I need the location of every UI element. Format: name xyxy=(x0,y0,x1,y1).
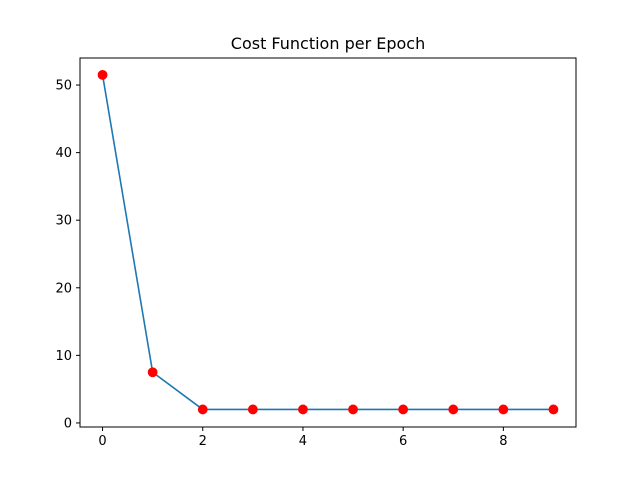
x-tick-label: 2 xyxy=(199,434,207,449)
data-point xyxy=(247,404,258,415)
data-point xyxy=(348,404,358,415)
data-point xyxy=(197,404,208,415)
x-tick-label: 4 xyxy=(299,434,307,449)
y-tick-label: 20 xyxy=(55,281,72,296)
x-tick-label: 6 xyxy=(399,434,407,449)
data-point xyxy=(498,404,509,415)
data-point xyxy=(548,404,559,415)
data-point xyxy=(398,404,409,415)
y-tick-label: 30 xyxy=(55,214,72,229)
data-point xyxy=(298,404,308,415)
y-tick-label: 10 xyxy=(55,349,72,364)
x-tick-label: 0 xyxy=(98,434,106,449)
data-point xyxy=(97,69,108,80)
x-tick-label: 8 xyxy=(499,434,507,449)
y-tick-label: 40 xyxy=(55,146,72,161)
axes-frame xyxy=(79,57,577,428)
series-line xyxy=(101,74,554,411)
y-tick-label: 0 xyxy=(64,416,72,431)
data-point xyxy=(147,367,158,378)
data-point xyxy=(448,404,459,415)
y-tick-label: 50 xyxy=(55,79,72,94)
chart-title: Cost Function per Epoch xyxy=(231,34,425,53)
plot-area: 0 2 4 6 8 0 10 20 30 40 50 xyxy=(55,69,559,449)
